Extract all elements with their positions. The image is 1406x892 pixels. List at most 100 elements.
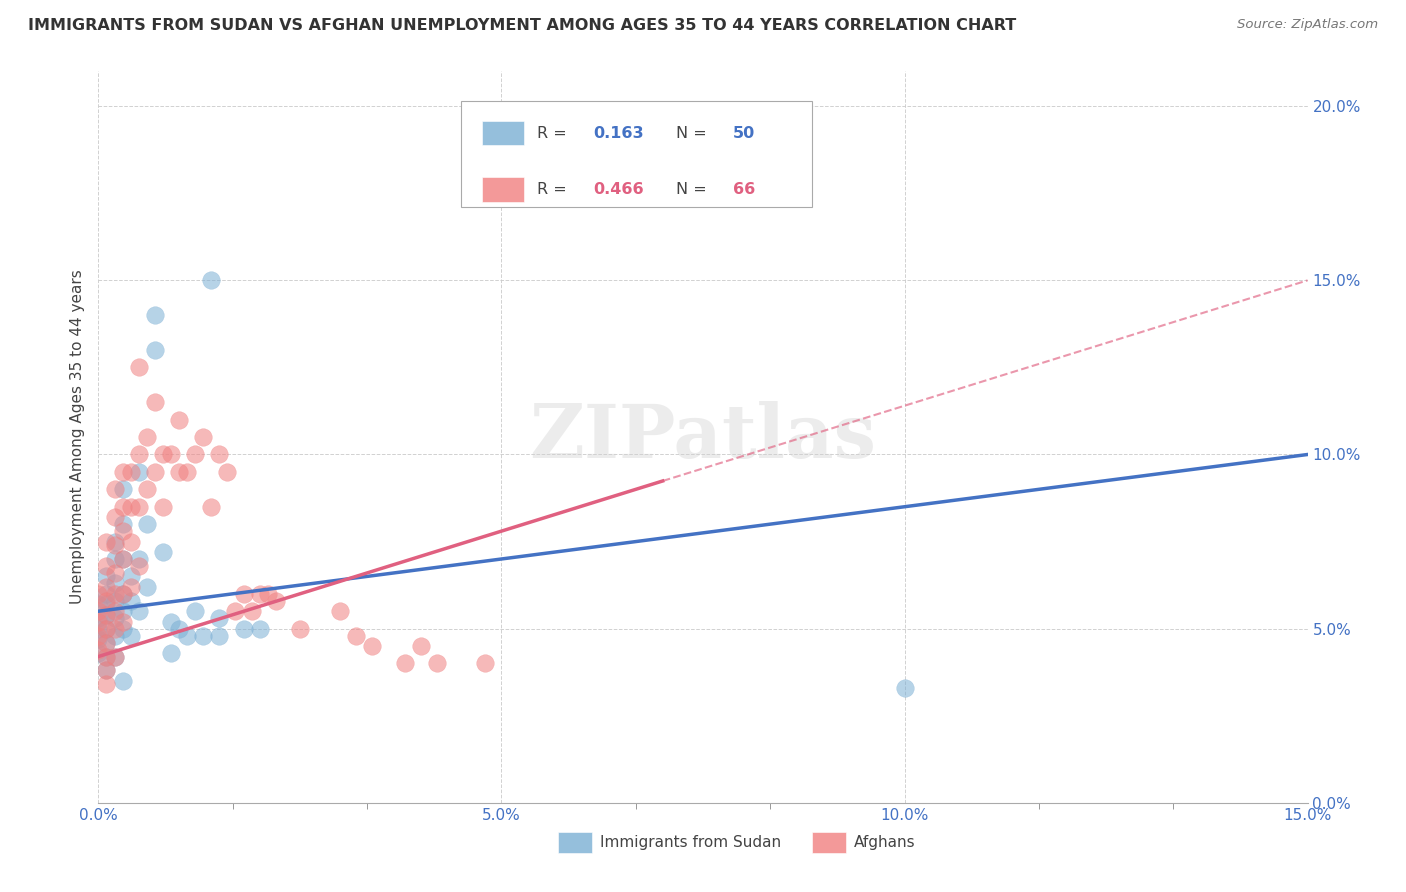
Point bbox=[87, 629, 110, 643]
Text: Afghans: Afghans bbox=[855, 835, 915, 850]
Point bbox=[103, 587, 125, 601]
Text: ZIPatlas: ZIPatlas bbox=[530, 401, 876, 474]
Point bbox=[96, 580, 118, 594]
Point bbox=[103, 566, 125, 580]
Point bbox=[193, 430, 215, 444]
Point bbox=[96, 664, 118, 678]
Point bbox=[893, 681, 915, 695]
Point bbox=[160, 448, 183, 462]
Point bbox=[111, 552, 134, 566]
Point bbox=[208, 629, 231, 643]
Point bbox=[103, 604, 125, 618]
Bar bbox=[811, 832, 845, 853]
Text: 0.466: 0.466 bbox=[593, 182, 644, 197]
Point bbox=[87, 597, 110, 611]
Point bbox=[96, 597, 118, 611]
Point bbox=[96, 664, 118, 678]
Point bbox=[103, 576, 125, 591]
Point bbox=[167, 465, 190, 479]
Point bbox=[111, 483, 134, 497]
Point bbox=[167, 622, 190, 636]
Point bbox=[96, 569, 118, 583]
Text: N =: N = bbox=[676, 182, 713, 197]
Point bbox=[135, 517, 157, 532]
Point bbox=[128, 500, 150, 514]
Text: 66: 66 bbox=[734, 182, 755, 197]
Point bbox=[200, 273, 222, 287]
Point bbox=[103, 538, 125, 552]
Point bbox=[152, 500, 174, 514]
Point bbox=[329, 604, 352, 618]
Point bbox=[111, 615, 134, 629]
Point bbox=[128, 558, 150, 573]
Point bbox=[128, 552, 150, 566]
Text: IMMIGRANTS FROM SUDAN VS AFGHAN UNEMPLOYMENT AMONG AGES 35 TO 44 YEARS CORRELATI: IMMIGRANTS FROM SUDAN VS AFGHAN UNEMPLOY… bbox=[28, 18, 1017, 33]
Point bbox=[111, 587, 134, 601]
Point bbox=[87, 604, 110, 618]
Point bbox=[96, 607, 118, 622]
Point bbox=[135, 430, 157, 444]
Y-axis label: Unemployment Among Ages 35 to 44 years: Unemployment Among Ages 35 to 44 years bbox=[69, 269, 84, 605]
Point bbox=[103, 629, 125, 643]
Point bbox=[128, 360, 150, 375]
Point bbox=[96, 587, 118, 601]
Point bbox=[103, 649, 125, 664]
Point bbox=[217, 465, 239, 479]
Text: R =: R = bbox=[537, 126, 572, 141]
Point bbox=[120, 629, 142, 643]
Point bbox=[96, 594, 118, 608]
Point bbox=[96, 622, 118, 636]
Point bbox=[120, 500, 142, 514]
Point bbox=[87, 611, 110, 625]
Point bbox=[232, 622, 254, 636]
Point bbox=[111, 552, 134, 566]
Point bbox=[96, 649, 118, 664]
Point bbox=[111, 517, 134, 532]
Point bbox=[103, 552, 125, 566]
Point bbox=[152, 448, 174, 462]
Point bbox=[143, 465, 166, 479]
Point bbox=[167, 412, 190, 426]
Point bbox=[176, 465, 198, 479]
Point bbox=[361, 639, 384, 653]
Point bbox=[103, 622, 125, 636]
Point bbox=[96, 635, 118, 649]
Point bbox=[87, 642, 110, 657]
Point bbox=[120, 534, 142, 549]
Point bbox=[111, 587, 134, 601]
Point bbox=[184, 448, 207, 462]
Point bbox=[96, 677, 118, 691]
Point bbox=[87, 622, 110, 636]
Point bbox=[409, 639, 432, 653]
Point bbox=[143, 395, 166, 409]
Point bbox=[96, 558, 118, 573]
Point bbox=[193, 629, 215, 643]
Point bbox=[208, 611, 231, 625]
Bar bbox=[482, 121, 524, 145]
Point bbox=[103, 611, 125, 625]
Point bbox=[128, 465, 150, 479]
Point bbox=[143, 343, 166, 357]
Point bbox=[240, 604, 263, 618]
Point bbox=[96, 649, 118, 664]
Point bbox=[87, 615, 110, 629]
Text: R =: R = bbox=[537, 182, 572, 197]
Point bbox=[143, 308, 166, 322]
Point bbox=[264, 594, 287, 608]
Text: Source: ZipAtlas.com: Source: ZipAtlas.com bbox=[1237, 18, 1378, 31]
Point bbox=[103, 510, 125, 524]
Point bbox=[160, 615, 183, 629]
Point bbox=[232, 587, 254, 601]
Point bbox=[103, 649, 125, 664]
Point bbox=[111, 524, 134, 538]
Point bbox=[135, 483, 157, 497]
Point bbox=[224, 604, 246, 618]
Point bbox=[288, 622, 311, 636]
Point bbox=[344, 629, 367, 643]
Point bbox=[184, 604, 207, 618]
Text: N =: N = bbox=[676, 126, 713, 141]
Point bbox=[111, 465, 134, 479]
Point bbox=[96, 635, 118, 649]
Point bbox=[120, 580, 142, 594]
Point bbox=[256, 587, 278, 601]
